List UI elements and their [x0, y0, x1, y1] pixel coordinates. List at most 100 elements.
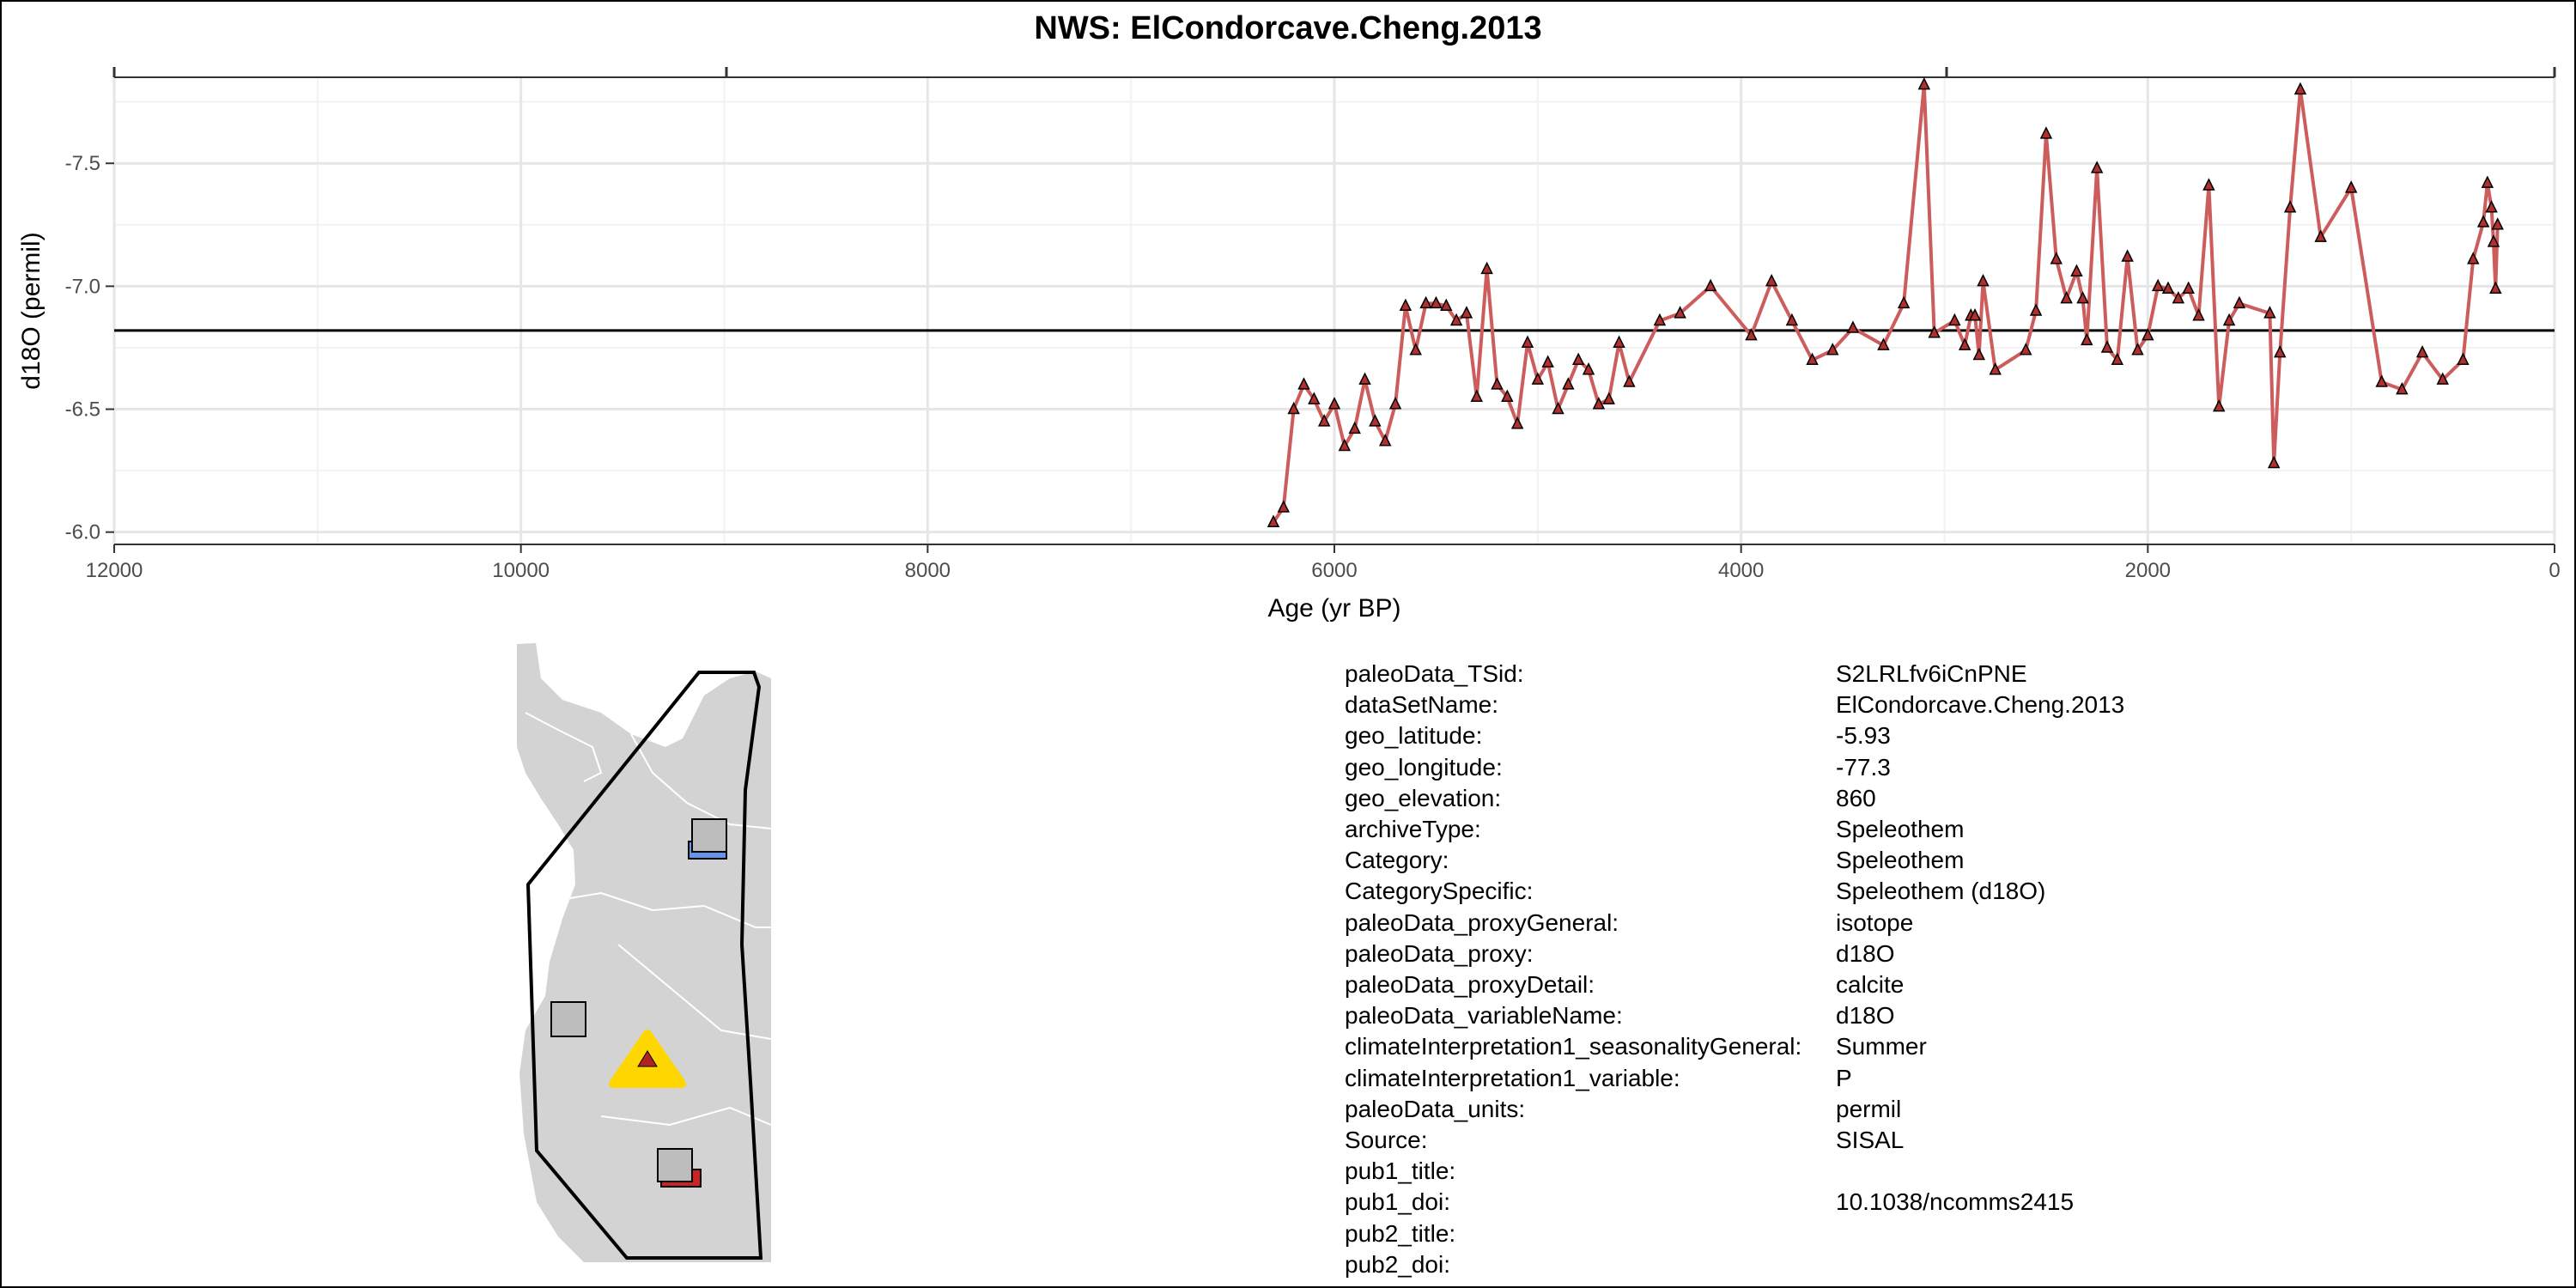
metadata-key: paleoData_proxyDetail:: [1345, 971, 1595, 999]
data-point: [2487, 234, 2500, 247]
metadata-row: pub1_title:: [1345, 1156, 2124, 1187]
x-axis-label: Age (yr BP): [1267, 594, 1400, 623]
metadata-value: d18O: [1836, 939, 1895, 967]
data-point: [1317, 414, 1331, 427]
metadata-value: calcite: [1836, 971, 1905, 999]
metadata-key: pub1_doi:: [1345, 1188, 1451, 1216]
data-point: [1562, 377, 1575, 390]
metadata-key: pub2_title:: [1345, 1219, 1456, 1247]
metadata-row: paleoData_proxyGeneral: isotope: [1345, 908, 2124, 939]
data-point: [2039, 126, 2053, 139]
metadata-key: geo_longitude:: [1345, 753, 1503, 781]
data-point: [2076, 291, 2089, 304]
map-inset: [517, 643, 772, 1262]
data-point: [2213, 398, 2226, 412]
data-point: [1989, 362, 2002, 375]
y-tick-label: -6.0: [65, 521, 100, 544]
grid-layer: [112, 77, 2556, 544]
metadata-row: paleoData_TSid: S2LRLfv6iCnPNE: [1345, 659, 2124, 690]
data-point: [2233, 295, 2246, 309]
data-point: [2283, 200, 2297, 213]
data-point: [1826, 343, 1839, 355]
data-point: [1765, 273, 1778, 287]
x-tick-label: 8000: [905, 559, 951, 582]
metadata-key: pub2_doi:: [1345, 1250, 1451, 1278]
metadata-row: climateInterpretation1_seasonalityGenera…: [1345, 1031, 2124, 1062]
metadata-value: 860: [1836, 784, 1876, 811]
data-point: [2375, 374, 2388, 387]
data-point: [2081, 332, 2093, 346]
data-point: [1510, 416, 1524, 429]
data-point: [1388, 397, 1402, 410]
metadata-row: paleoData_variableName: d18O: [1345, 1000, 2124, 1031]
y-axis-label: d18O (permil): [17, 232, 46, 389]
data-point: [1592, 397, 1606, 410]
data-point: [1521, 335, 1534, 348]
data-point: [2293, 82, 2307, 95]
metadata-value: Summer: [1836, 1033, 1927, 1060]
data-point: [1470, 389, 1483, 402]
x-tick-label: 4000: [1718, 559, 1764, 582]
region-outline: [526, 671, 763, 1260]
data-point: [1552, 401, 1564, 415]
data-point: [1430, 295, 1443, 309]
data-point: [1977, 273, 1990, 287]
data-point: [2100, 340, 2114, 353]
metadata-value: Speleothem: [1836, 816, 1965, 843]
data-point: [1806, 352, 1819, 366]
data-point: [1287, 401, 1300, 415]
data-point: [2202, 178, 2215, 191]
metadata-row: geo_longitude: -77.3: [1345, 752, 2124, 783]
data-point: [1308, 392, 1321, 404]
data-point: [1613, 335, 1625, 348]
metadata-key: paleoData_proxyGeneral:: [1345, 908, 1619, 936]
metadata-row: paleoData_proxy: d18O: [1345, 939, 2124, 969]
metadata-row: pub2_title:: [1345, 1218, 2124, 1249]
data-point: [1785, 313, 1799, 326]
data-point: [2467, 252, 2480, 264]
data-point: [1958, 337, 1971, 350]
data-point: [1897, 295, 1911, 309]
metadata-row: CategorySpecific: Speleothem (d18O): [1345, 876, 2124, 907]
metadata-row: dataSetName: ElCondorcave.Cheng.2013: [1345, 690, 2124, 720]
land-mass: [517, 643, 771, 1262]
data-point: [1348, 421, 1361, 434]
data-point: [2222, 313, 2236, 326]
data-point: [2274, 344, 2287, 358]
data-point: [2090, 161, 2104, 173]
data-point: [2314, 229, 2327, 242]
metadata-key: archiveType:: [1345, 816, 1481, 843]
metadata-value: permil: [1836, 1095, 1902, 1122]
data-point: [2172, 291, 2185, 304]
metadata-key: paleoData_variableName:: [1345, 1002, 1623, 1030]
data-point: [1602, 392, 1615, 404]
metadata-value: SISAL: [1836, 1127, 1905, 1154]
data-point: [2192, 308, 2205, 321]
data-point: [2050, 252, 2063, 264]
y-tick-label: -7.0: [65, 275, 100, 298]
metadata-key: climateInterpretation1_variable:: [1345, 1064, 1680, 1091]
metadata-key: CategorySpecific:: [1345, 878, 1534, 905]
data-point: [1501, 389, 1514, 402]
data-point: [2396, 381, 2409, 395]
series-line: [1272, 82, 2500, 524]
x-tick-label: 10000: [492, 559, 550, 582]
data-point: [1917, 76, 1931, 90]
data-point: [1571, 352, 1585, 366]
data-point: [2142, 327, 2154, 341]
metadata-row: pub1_doi: 10.1038/ncomms2415: [1345, 1187, 2124, 1218]
data-point: [2070, 264, 2083, 276]
data-point: [1531, 372, 1545, 385]
data-point: [2263, 306, 2276, 319]
metadata-key: pub1_title:: [1345, 1157, 1456, 1185]
metadata-key: geo_elevation:: [1345, 784, 1502, 811]
metadata-row: geo_latitude: -5.93: [1345, 720, 2124, 751]
data-point: [2111, 352, 2124, 366]
data-point: [2481, 175, 2494, 188]
metadata-key: paleoData_proxy:: [1345, 939, 1534, 967]
data-point: [1480, 261, 1493, 275]
metadata-row: archiveType: Speleothem: [1345, 814, 2124, 845]
metadata-value: Speleothem: [1836, 847, 1965, 874]
chart-title: NWS: ElCondorcave.Cheng.2013: [1034, 10, 1542, 46]
data-point: [2267, 455, 2281, 469]
